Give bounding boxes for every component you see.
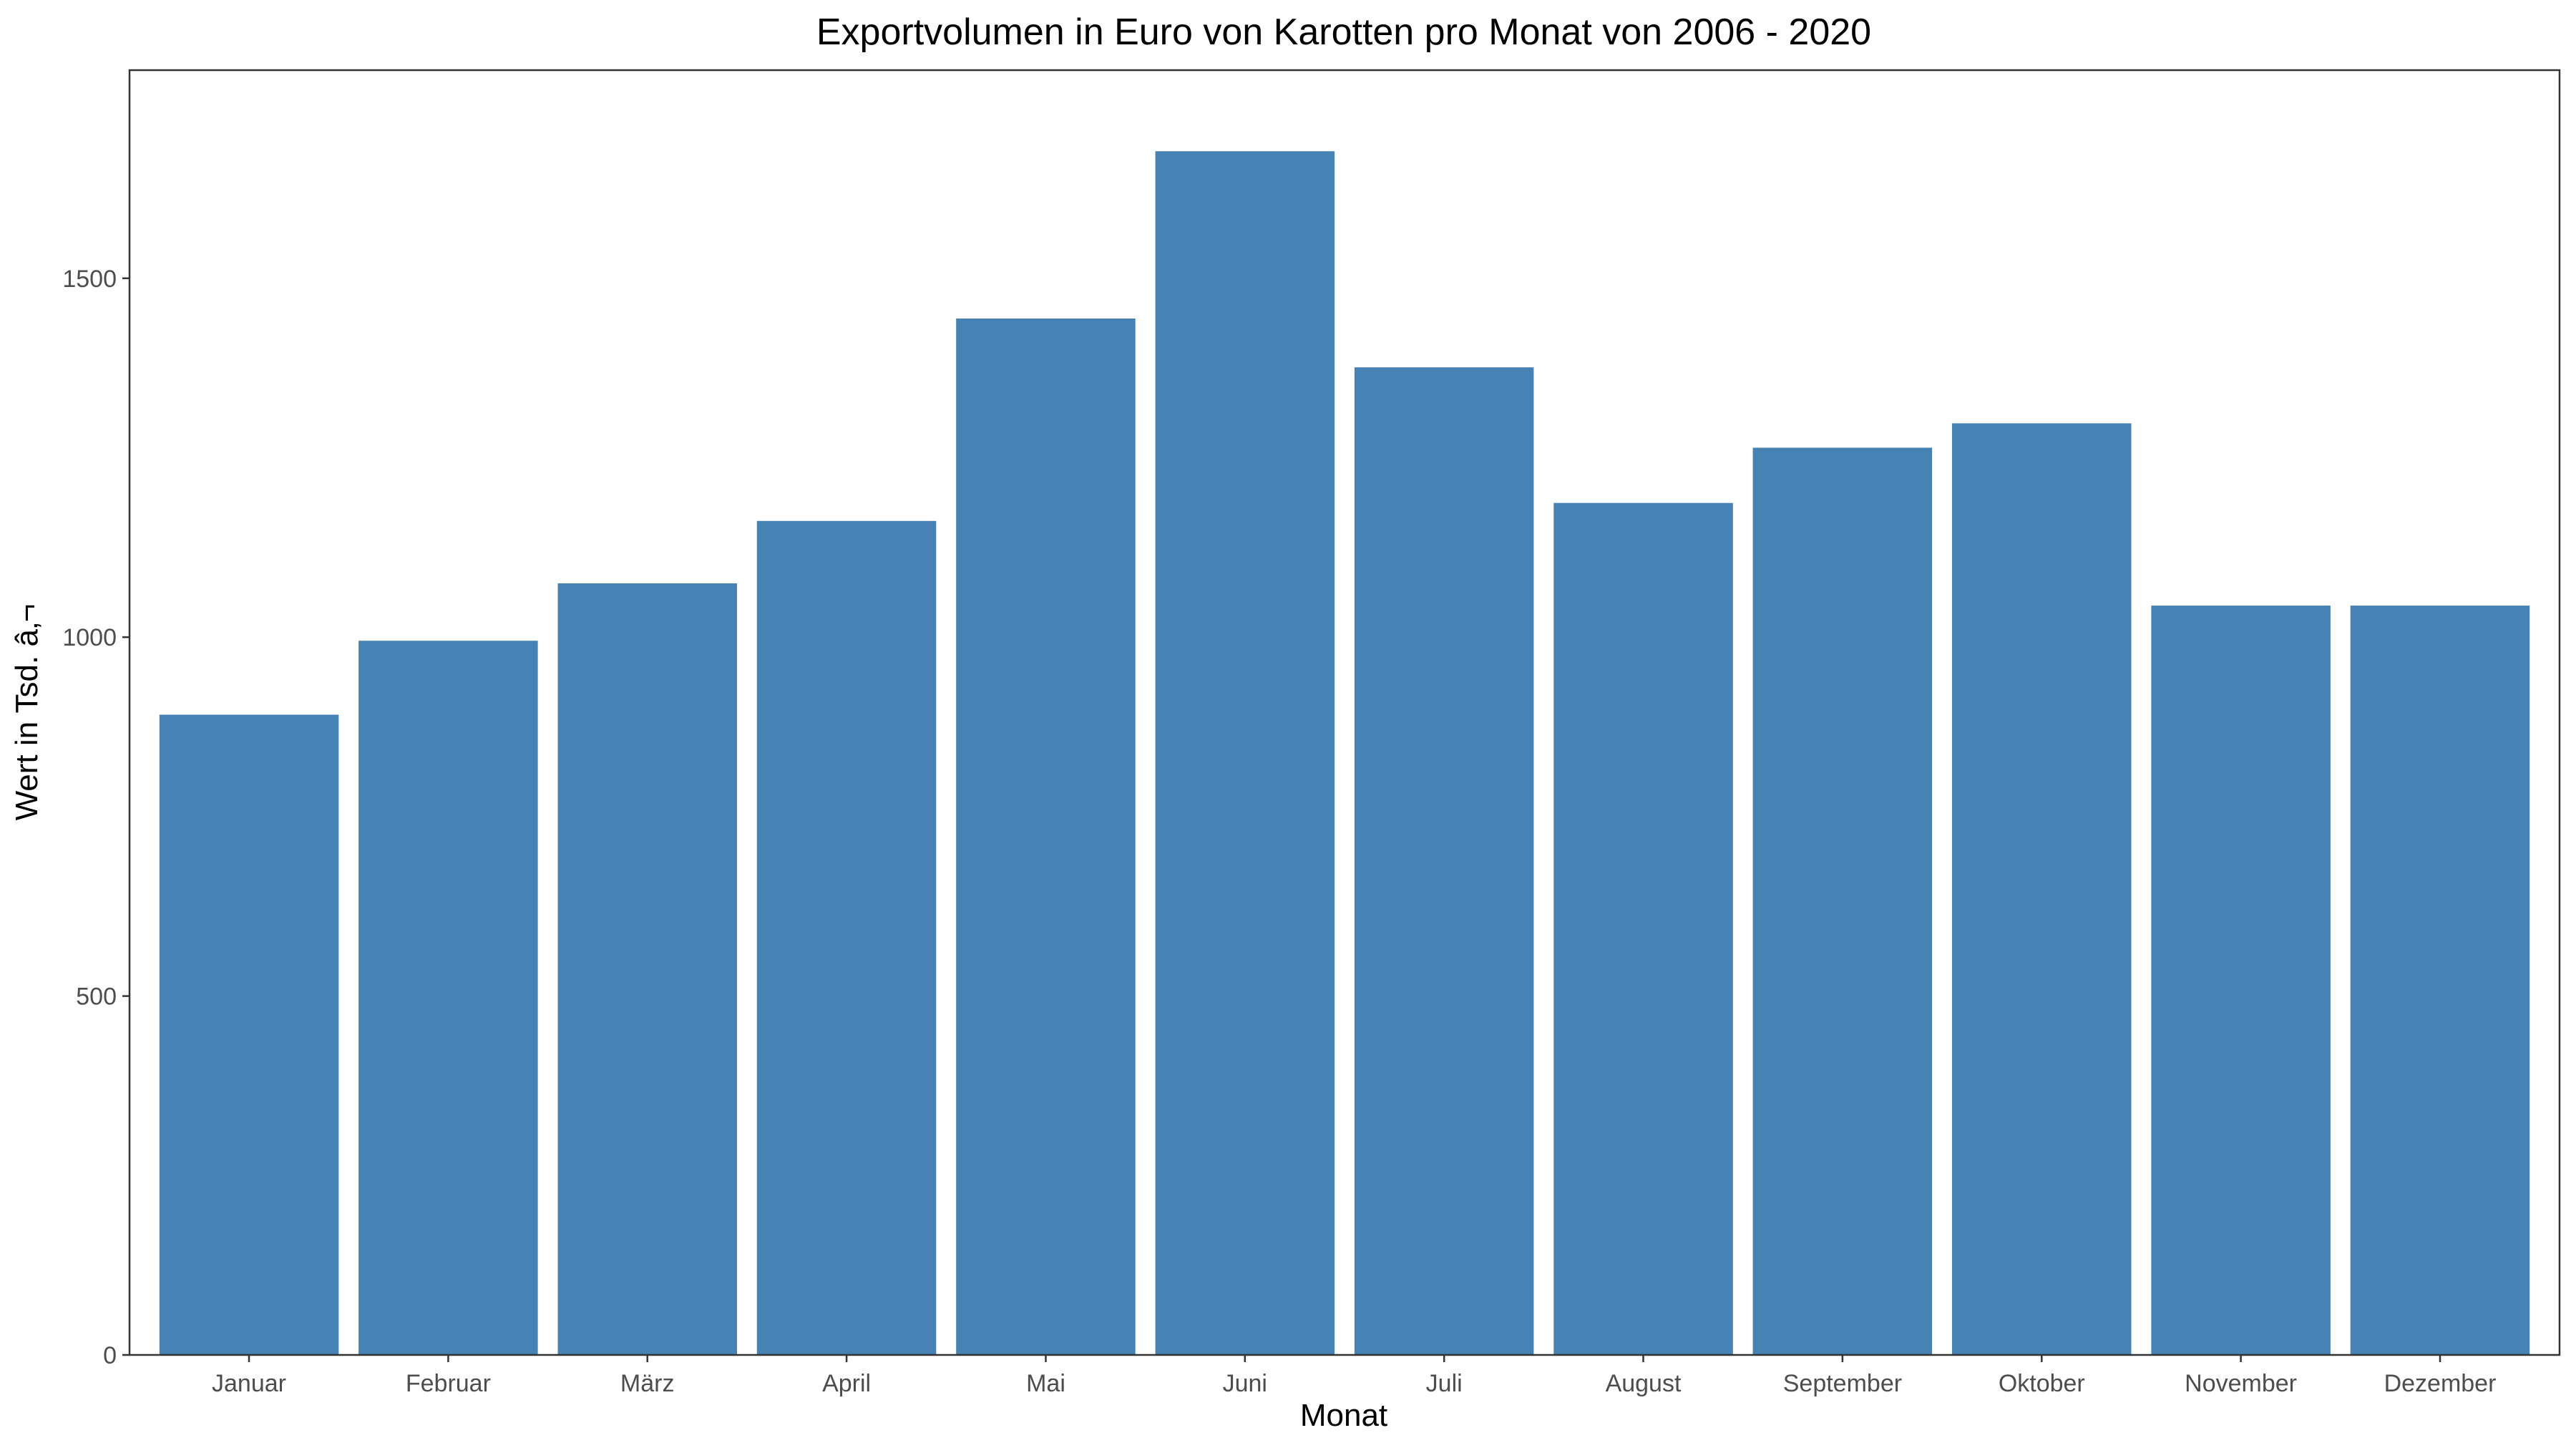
y-tick-label: 0 xyxy=(103,1342,117,1369)
x-tick-label-juni: Juni xyxy=(1223,1370,1267,1397)
bar-september xyxy=(1752,447,1933,1355)
bar-april xyxy=(756,520,937,1355)
y-axis: 0 500 1000 1500 xyxy=(62,266,130,1369)
bar-mai xyxy=(956,319,1136,1355)
y-tick-label: 500 xyxy=(76,983,117,1011)
y-tick-label: 1500 xyxy=(62,266,117,293)
x-axis: Januar Februar März April Mai Juni Juli August S… xyxy=(212,1355,2496,1397)
bar-august xyxy=(1553,502,1733,1356)
bar-juli xyxy=(1354,367,1534,1356)
bar-februar xyxy=(358,641,538,1355)
y-tick-label: 1000 xyxy=(62,624,117,651)
plot-panel-border xyxy=(128,69,2561,1356)
x-tick-label-september: September xyxy=(1783,1370,1902,1397)
x-axis-title: Monat xyxy=(1300,1398,1387,1433)
bar-juni xyxy=(1155,151,1335,1355)
bar-oktober xyxy=(1952,423,2132,1355)
bar-november xyxy=(2151,606,2331,1355)
x-tick-label-april: April xyxy=(822,1370,871,1397)
x-tick-label-märz: März xyxy=(620,1370,675,1397)
x-tick-label-dezember: Dezember xyxy=(2384,1370,2497,1397)
x-tick-label-oktober: Oktober xyxy=(1999,1370,2085,1397)
bars-group xyxy=(159,151,2530,1356)
x-tick-label-mai: Mai xyxy=(1026,1370,1065,1397)
x-tick-label-august: August xyxy=(1606,1370,1682,1397)
x-tick-label-juli: Juli xyxy=(1426,1370,1463,1397)
y-axis-title: Wert in Tsd. â‚¬ xyxy=(9,604,44,821)
x-tick-label-november: November xyxy=(2185,1370,2297,1397)
chart-title: Exportvolumen in Euro von Karotten pro M… xyxy=(816,11,1871,53)
bar-dezember xyxy=(2350,606,2530,1355)
x-tick-label-februar: Februar xyxy=(406,1370,491,1397)
bar-märz xyxy=(557,583,737,1355)
x-tick-label-januar: Januar xyxy=(212,1370,286,1397)
bar-januar xyxy=(159,714,339,1355)
